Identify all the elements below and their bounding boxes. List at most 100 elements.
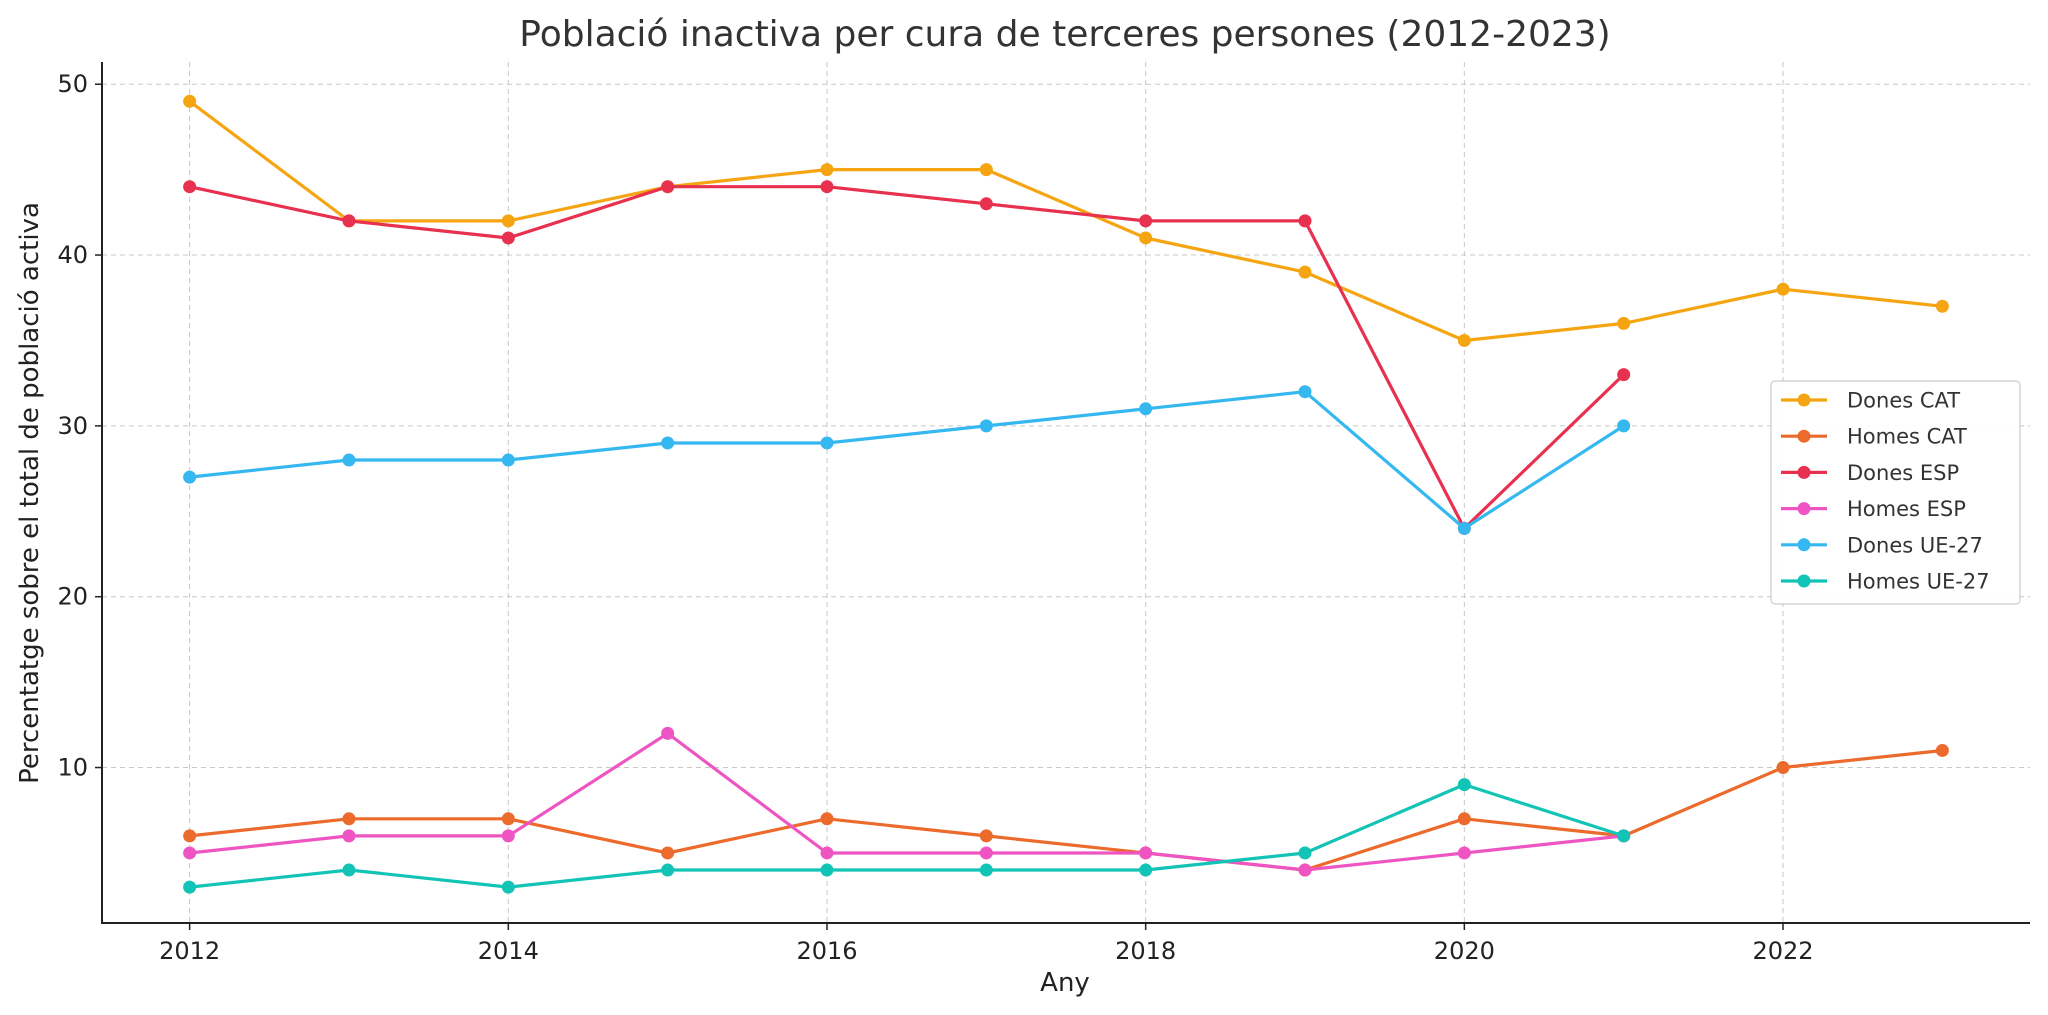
series-dones-cat xyxy=(183,94,1949,347)
data-point xyxy=(501,231,515,245)
data-point xyxy=(1139,846,1153,860)
data-point xyxy=(820,846,834,860)
data-point xyxy=(1139,863,1153,877)
legend-label: Homes ESP xyxy=(1847,497,1966,521)
x-tick-label: 2018 xyxy=(1115,937,1176,965)
data-point xyxy=(979,163,993,177)
data-point xyxy=(820,812,834,826)
y-tick-label: 50 xyxy=(57,70,88,98)
data-point xyxy=(1298,385,1312,399)
data-point xyxy=(1617,316,1631,330)
data-point xyxy=(979,419,993,433)
data-point xyxy=(183,829,197,843)
data-point xyxy=(501,453,515,467)
legend-box xyxy=(1770,380,2021,605)
series-homes-esp xyxy=(183,726,1631,877)
series-line xyxy=(188,99,1945,343)
data-point xyxy=(183,880,197,894)
legend-label: Homes UE-27 xyxy=(1847,570,1990,594)
data-point xyxy=(661,863,675,877)
series-line xyxy=(188,748,1945,872)
data-point xyxy=(1457,846,1471,860)
x-tick-label: 2014 xyxy=(478,937,539,965)
legend-swatch-marker xyxy=(1797,502,1811,516)
y-tick-label: 20 xyxy=(57,583,88,611)
legend-swatch-marker xyxy=(1797,429,1811,443)
x-axis-label: Any xyxy=(1040,968,1090,998)
x-tick-label: 2012 xyxy=(159,937,220,965)
series-homes-cat xyxy=(183,743,1949,877)
data-point xyxy=(1139,231,1153,245)
data-point xyxy=(342,453,356,467)
data-point xyxy=(1457,521,1471,535)
data-point xyxy=(661,846,675,860)
data-point xyxy=(342,812,356,826)
data-point xyxy=(1139,214,1153,228)
series-layer xyxy=(183,94,1949,894)
data-point xyxy=(1298,214,1312,228)
data-point xyxy=(342,214,356,228)
legend-label: Dones UE-27 xyxy=(1847,533,1983,557)
data-point xyxy=(501,214,515,228)
data-point xyxy=(501,829,515,843)
series-line xyxy=(188,782,1626,889)
data-point xyxy=(342,829,356,843)
data-point xyxy=(661,726,675,740)
series-homes-ue-27 xyxy=(183,778,1631,894)
legend-swatch-marker xyxy=(1797,574,1811,588)
data-point xyxy=(1776,761,1790,775)
data-point xyxy=(1617,368,1631,382)
data-point xyxy=(1935,299,1949,313)
legend-swatch-marker xyxy=(1797,393,1811,407)
data-point xyxy=(1935,743,1949,757)
legend-swatch-marker xyxy=(1797,465,1811,479)
data-point xyxy=(183,470,197,484)
data-point xyxy=(501,812,515,826)
legend-swatch-marker xyxy=(1797,538,1811,552)
legend-label: Dones CAT xyxy=(1847,389,1960,413)
grid xyxy=(102,62,2030,923)
chart-title: Població inactiva per cura de terceres p… xyxy=(519,14,1610,55)
data-point xyxy=(501,880,515,894)
data-point xyxy=(1457,812,1471,826)
data-point xyxy=(1298,863,1312,877)
x-tick-label: 2020 xyxy=(1434,937,1495,965)
x-tick-label: 2022 xyxy=(1752,937,1813,965)
data-point xyxy=(1776,282,1790,296)
data-point xyxy=(1139,402,1153,416)
data-point xyxy=(979,829,993,843)
y-axis-label: Percentatge sobre el total de població a… xyxy=(15,202,45,784)
legend-label: Homes CAT xyxy=(1847,425,1967,449)
data-point xyxy=(183,180,197,194)
legend-label: Dones ESP xyxy=(1847,461,1959,485)
legend: Dones CAT Homes CAT Dones ESP Homes ESP Done… xyxy=(1770,380,2021,605)
data-point xyxy=(661,180,675,194)
data-point xyxy=(979,197,993,211)
x-tick-label: 2016 xyxy=(796,937,857,965)
y-tick-label: 30 xyxy=(57,412,88,440)
data-point xyxy=(820,163,834,177)
data-point xyxy=(1617,419,1631,433)
data-point xyxy=(820,180,834,194)
series-line xyxy=(188,390,1626,531)
data-point xyxy=(979,846,993,860)
y-tick-label: 40 xyxy=(57,241,88,269)
y-ticks: 10 20 30 40 50 xyxy=(57,70,102,782)
axes xyxy=(101,62,2030,924)
data-point xyxy=(820,863,834,877)
series-dones-esp xyxy=(183,180,1631,535)
data-point xyxy=(661,436,675,450)
data-point xyxy=(1298,846,1312,860)
data-point xyxy=(1457,333,1471,347)
data-point xyxy=(1298,265,1312,279)
data-point xyxy=(1457,778,1471,792)
x-ticks: 2012 2014 2016 2018 2020 2022 xyxy=(159,923,1814,965)
data-point xyxy=(342,863,356,877)
data-point xyxy=(979,863,993,877)
series-dones-ue-27 xyxy=(183,385,1631,535)
data-point xyxy=(1617,829,1631,843)
data-point xyxy=(183,94,197,108)
series-line xyxy=(188,185,1626,531)
data-point xyxy=(820,436,834,450)
